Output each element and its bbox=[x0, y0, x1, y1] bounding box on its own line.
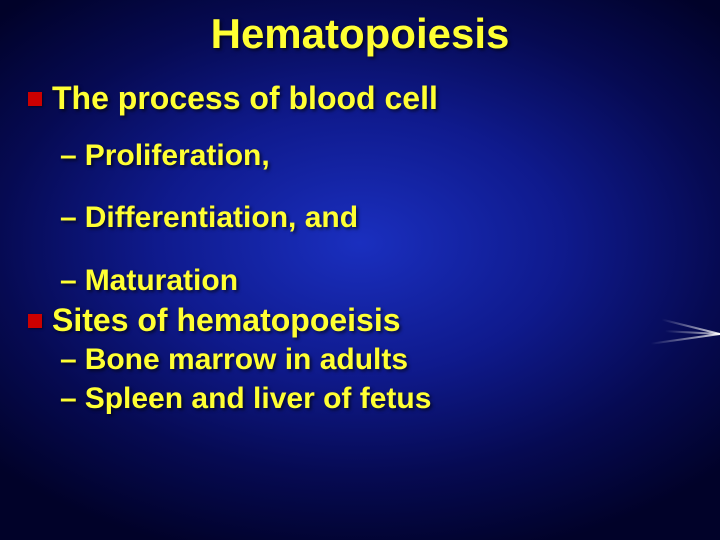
bullet-item: Sites of hematopoeisis bbox=[28, 302, 692, 339]
sub-bullet-text: Bone marrow in adults bbox=[85, 343, 408, 378]
dash-icon: – bbox=[60, 343, 77, 378]
square-bullet-icon bbox=[28, 314, 42, 328]
sub-bullet-text: Proliferation, bbox=[85, 139, 270, 174]
bullet-text: The process of blood cell bbox=[52, 80, 438, 117]
sub-bullet-text: Differentiation, and bbox=[85, 201, 358, 236]
sub-bullet-item: – Differentiation, and bbox=[60, 201, 692, 236]
dash-icon: – bbox=[60, 139, 77, 174]
sub-bullet-item: – Proliferation, bbox=[60, 139, 692, 174]
slide-body: The process of blood cell – Proliferatio… bbox=[28, 80, 692, 420]
sub-bullet-item: – Maturation bbox=[60, 264, 692, 299]
sub-bullet-text: Spleen and liver of fetus bbox=[85, 382, 432, 417]
sub-bullet-item: – Bone marrow in adults bbox=[60, 343, 692, 378]
sub-bullet-item: – Spleen and liver of fetus bbox=[60, 382, 692, 417]
square-bullet-icon bbox=[28, 92, 42, 106]
bullet-text: Sites of hematopoeisis bbox=[52, 302, 401, 339]
slide: Hematopoiesis The process of blood cell … bbox=[0, 0, 720, 540]
sub-bullet-text: Maturation bbox=[85, 264, 238, 299]
bullet-item: The process of blood cell bbox=[28, 80, 692, 117]
dash-icon: – bbox=[60, 382, 77, 417]
slide-title: Hematopoiesis bbox=[0, 10, 720, 58]
dash-icon: – bbox=[60, 201, 77, 236]
dash-icon: – bbox=[60, 264, 77, 299]
